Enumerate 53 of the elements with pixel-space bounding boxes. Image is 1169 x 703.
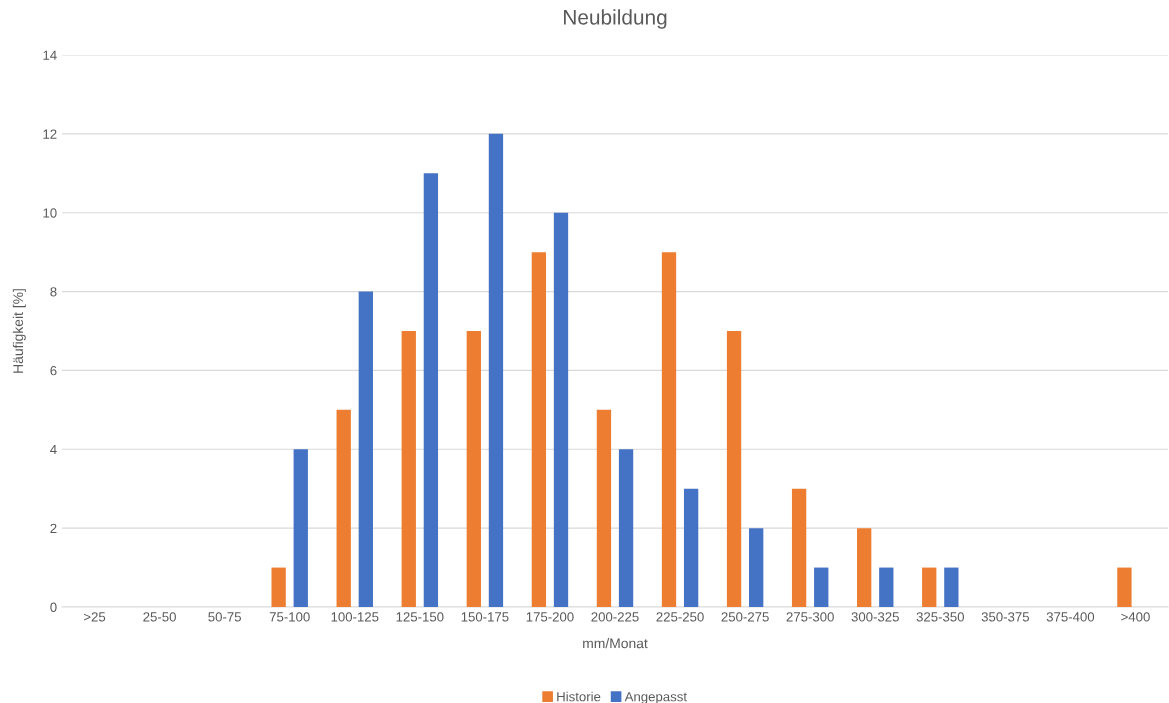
x-tick-label: 350-375 (981, 612, 1030, 622)
bar (791, 488, 807, 607)
y-tick-label: 4 (50, 444, 57, 455)
x-tick-label: 125-150 (396, 612, 444, 622)
bar (596, 409, 612, 607)
y-tick-label: 10 (43, 208, 57, 218)
bar (336, 409, 351, 607)
bar (749, 528, 764, 607)
x-tick-label: 275-300 (786, 612, 834, 622)
bar (401, 331, 416, 607)
bar (661, 252, 677, 607)
x-tick-label: 300-325 (851, 612, 899, 622)
legend-label: Historie (557, 691, 601, 702)
bar (466, 331, 481, 607)
y-tick-label: 12 (43, 129, 57, 139)
x-axis-title: mm/Monat (583, 638, 648, 649)
bar (271, 567, 286, 607)
x-tick-label: >400 (1121, 612, 1150, 622)
x-tick-label: >25 (83, 612, 106, 622)
bar (423, 173, 439, 607)
bar (857, 528, 872, 607)
legend-label: Angepasst (624, 692, 687, 703)
bar (488, 133, 504, 607)
x-tick-label: 325-350 (916, 612, 964, 622)
x-tick-label: 225-250 (656, 612, 704, 622)
chart-title: Neubildung (564, 9, 667, 29)
y-tick-label: 2 (50, 523, 57, 533)
x-tick-label: 100-125 (331, 612, 379, 622)
bar (358, 291, 373, 607)
bar (814, 567, 829, 607)
bar (553, 212, 569, 607)
bar (293, 449, 308, 607)
bar (1117, 567, 1132, 607)
x-tick-label: 375-400 (1046, 612, 1095, 622)
x-tick-label: 250-275 (721, 612, 769, 622)
bar (683, 488, 699, 607)
x-tick-label: 50-75 (208, 612, 241, 622)
x-tick-label: 75-100 (269, 612, 310, 622)
bar (531, 252, 547, 607)
y-tick-label: 0 (50, 602, 57, 612)
bar (922, 567, 937, 607)
y-tick-label: 8 (50, 287, 57, 297)
x-tick-label: 150-175 (461, 612, 509, 622)
y-axis-title: Häufigkeit [%] (12, 289, 26, 373)
bar (879, 567, 894, 607)
y-tick-label: 6 (50, 366, 57, 376)
x-tick-label: 175-200 (526, 612, 574, 622)
bar (618, 449, 634, 607)
bar (944, 567, 959, 607)
bar (726, 331, 742, 607)
x-tick-label: 25-50 (143, 612, 176, 622)
y-tick-label: 14 (43, 50, 57, 60)
x-tick-label: 200-225 (591, 612, 639, 622)
